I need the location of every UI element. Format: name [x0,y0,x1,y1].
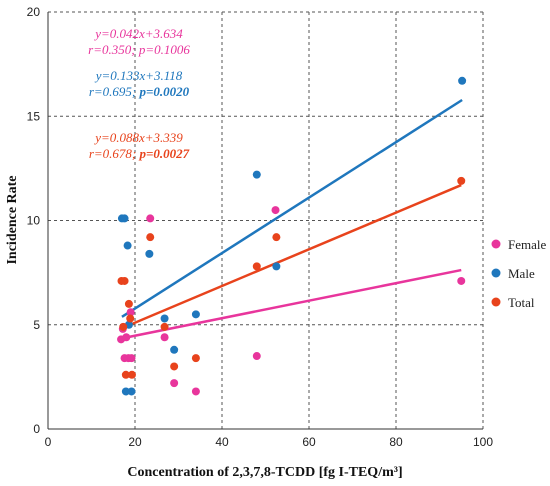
fit-line-female [120,268,462,340]
r-value: r=0.350; [88,42,139,57]
data-points [117,76,467,396]
x-tick-label: 60 [302,435,316,449]
y-tick-label: 5 [33,318,40,332]
y-tick-label: 20 [27,5,41,19]
point-total [127,370,136,379]
legend-marker-male [491,268,501,278]
regression-equation: y=0.042x+3.634 [93,26,183,41]
regression-equation: y=0.088x+3.339 [93,130,183,145]
point-total [160,322,169,331]
point-female [457,276,466,285]
y-tick-label: 10 [27,214,41,228]
point-male [458,76,467,85]
point-female [122,333,131,342]
axes [47,12,483,430]
x-axis-title: Concentration of 2,3,7,8-TCDD [fg I-TEQ/… [127,465,402,480]
p-value: p=0.1006 [138,42,191,57]
x-tick-label: 20 [128,435,142,449]
x-tick-label: 0 [45,435,52,449]
point-total [126,314,135,323]
point-male [127,387,136,396]
regression-stats: r=0.350; p=0.1006 [88,42,190,57]
y-tick-label: 15 [27,109,41,123]
x-tick-label: 80 [389,435,403,449]
regression-equation: y=0.133x+3.118 [94,68,183,83]
x-tick-label: 40 [215,435,229,449]
p-value: p=0.0020 [139,84,190,99]
fit-line-male [121,98,463,318]
point-total [146,233,155,242]
point-female [271,206,280,215]
point-total [121,370,130,379]
point-female [160,333,169,342]
point-male [191,310,200,319]
legend-label-male: Male [508,266,535,281]
legend-marker-total [491,297,501,307]
point-total [191,354,200,363]
fit-line-total [121,183,462,330]
point-male [170,345,179,354]
point-female [127,354,136,363]
r-value: r=0.695; [89,84,140,99]
point-total [272,233,281,242]
point-female [170,379,179,388]
point-total [170,362,179,371]
point-total [457,176,466,185]
point-male [160,314,169,323]
point-female [252,352,261,361]
regression-stats: r=0.678; p=0.0027 [89,146,190,161]
r-value: r=0.678; [89,146,140,161]
point-total [120,276,129,285]
regression-stats: r=0.695; p=0.0020 [89,84,190,99]
y-tick-label: 0 [33,422,40,436]
tick-labels: 0 20 40 60 80 100 0 5 10 15 20 [27,5,494,449]
point-male [252,170,261,179]
point-male [121,387,130,396]
legend-label-female: Female [508,237,546,252]
legend-marker-female [491,239,501,249]
point-total [252,262,261,271]
point-female [146,214,155,223]
point-total [119,322,128,331]
point-female [126,308,135,317]
legend: Female Male Total [491,237,546,310]
p-value: p=0.0027 [139,146,190,161]
point-total [124,299,133,308]
legend-label-total: Total [508,295,535,310]
y-axis-title: Incidence Rate [5,175,20,264]
x-tick-label: 100 [473,435,493,449]
regression-lines [120,98,463,340]
point-male [272,262,281,271]
point-male [145,249,154,258]
point-female [191,387,200,396]
point-male [120,214,129,223]
point-male [123,241,132,250]
